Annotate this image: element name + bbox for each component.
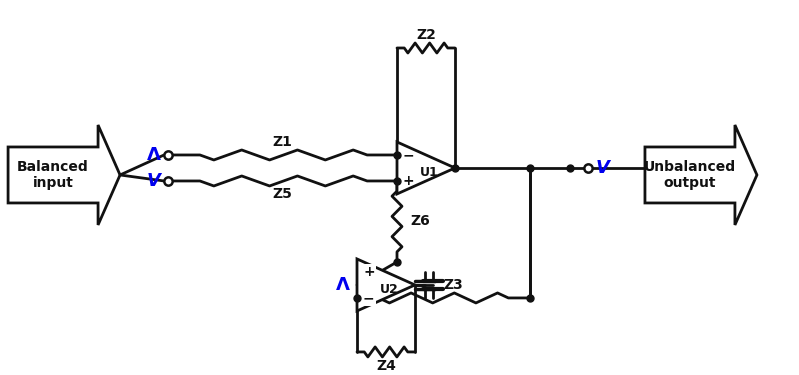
Text: +: + — [363, 265, 375, 279]
Text: Z3: Z3 — [443, 278, 463, 292]
Text: Z6: Z6 — [410, 214, 430, 228]
Text: Z2: Z2 — [416, 28, 436, 42]
Polygon shape — [645, 125, 757, 225]
Text: Λ: Λ — [336, 276, 350, 294]
Text: U1: U1 — [419, 166, 439, 180]
Text: Z5: Z5 — [272, 187, 292, 201]
Text: Z1: Z1 — [272, 135, 292, 149]
Text: U2: U2 — [380, 284, 398, 297]
Text: −: − — [363, 265, 375, 279]
Text: Balanced
input: Balanced input — [18, 160, 89, 190]
Text: V: V — [147, 172, 161, 190]
Text: V: V — [596, 159, 610, 177]
Polygon shape — [8, 125, 120, 225]
Text: Unbalanced
output: Unbalanced output — [644, 160, 736, 190]
Text: +: + — [363, 291, 375, 305]
Text: +: + — [403, 174, 415, 188]
Text: Z4: Z4 — [376, 359, 396, 373]
Text: Λ: Λ — [147, 146, 161, 164]
Polygon shape — [397, 142, 455, 194]
Polygon shape — [357, 259, 415, 311]
Text: −: − — [403, 148, 415, 162]
Text: −: − — [363, 291, 375, 305]
